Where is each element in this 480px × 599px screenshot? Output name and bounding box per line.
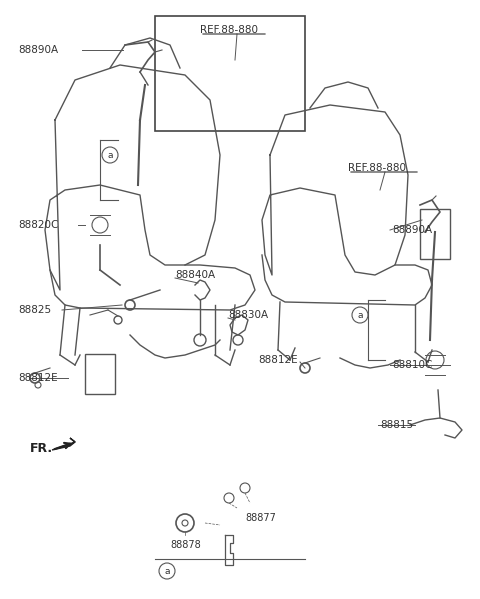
Text: 88820C: 88820C <box>18 220 59 230</box>
Text: 88878: 88878 <box>170 540 201 550</box>
Text: 88890A: 88890A <box>392 225 432 235</box>
Text: a: a <box>107 150 113 159</box>
Text: 88815: 88815 <box>380 420 413 430</box>
Text: REF.88-880: REF.88-880 <box>200 25 258 35</box>
Text: REF.88-880: REF.88-880 <box>348 163 406 173</box>
Polygon shape <box>52 438 75 450</box>
Text: a: a <box>357 310 363 319</box>
Text: 88877: 88877 <box>245 513 276 523</box>
Text: 88825: 88825 <box>18 305 51 315</box>
Text: a: a <box>164 567 170 576</box>
Text: 88812E: 88812E <box>18 373 58 383</box>
Text: 88890A: 88890A <box>18 45 58 55</box>
Text: 88830A: 88830A <box>228 310 268 320</box>
Text: 88810C: 88810C <box>392 360 432 370</box>
Text: 88840A: 88840A <box>175 270 215 280</box>
Text: FR.: FR. <box>30 441 53 455</box>
Text: 88812E: 88812E <box>258 355 298 365</box>
